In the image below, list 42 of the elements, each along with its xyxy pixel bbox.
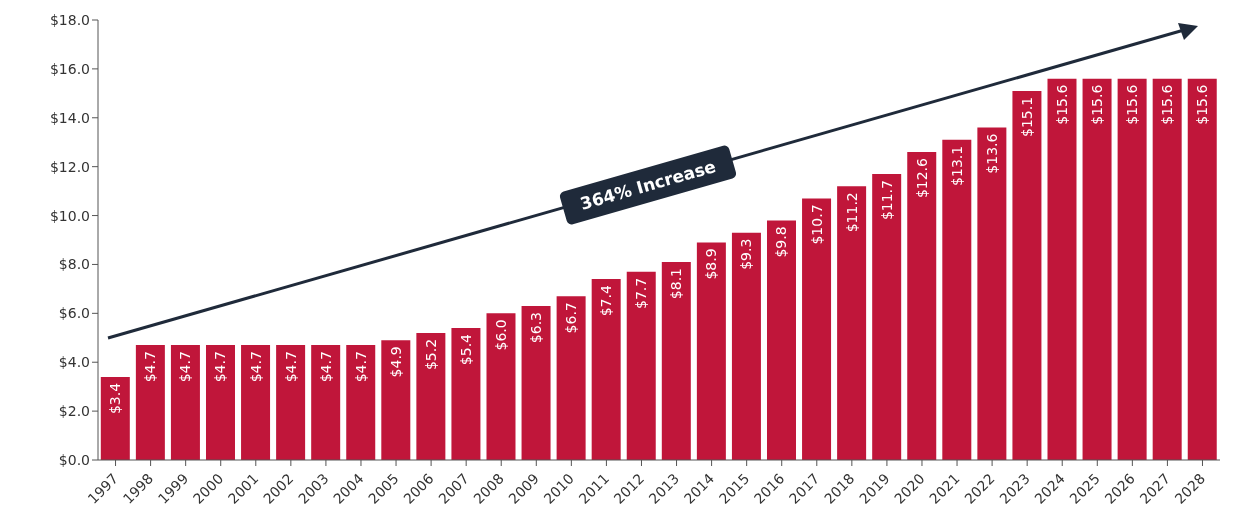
data-label: $4.7 <box>142 351 159 383</box>
y-tick-label: $4.0 <box>58 354 90 371</box>
y-tick-label: $8.0 <box>58 256 90 273</box>
data-label: $10.7 <box>808 204 825 245</box>
data-label: $13.1 <box>948 145 965 186</box>
y-tick-label: $16.0 <box>49 60 90 77</box>
data-label: $7.4 <box>598 285 615 317</box>
data-label: $3.4 <box>107 382 124 415</box>
data-label: $12.6 <box>913 157 930 199</box>
data-label: $4.7 <box>282 351 299 383</box>
y-tick-label: $10.0 <box>49 207 90 224</box>
data-label: $11.7 <box>878 180 895 221</box>
data-label: $15.6 <box>1089 84 1106 125</box>
data-label: $8.1 <box>668 268 685 300</box>
data-label: $5.4 <box>457 333 474 366</box>
y-tick-label: $14.0 <box>49 109 90 126</box>
data-label: $15.6 <box>1194 84 1211 125</box>
data-label: $15.1 <box>1018 96 1035 137</box>
data-label: $15.6 <box>1159 84 1176 125</box>
data-label: $6.7 <box>563 302 580 334</box>
data-label: $9.3 <box>738 238 755 270</box>
data-label: $9.8 <box>773 226 790 258</box>
data-label: $8.9 <box>703 248 720 280</box>
data-label: $4.7 <box>177 351 194 383</box>
data-label: $15.6 <box>1053 84 1070 125</box>
data-label: $15.6 <box>1124 84 1141 125</box>
data-label: $11.2 <box>843 192 860 233</box>
y-tick-label: $18.0 <box>49 11 90 28</box>
y-tick-label: $6.0 <box>58 305 90 322</box>
y-tick-label: $12.0 <box>49 158 90 175</box>
data-label: $7.7 <box>633 277 650 309</box>
data-label: $4.7 <box>317 351 334 383</box>
data-label: $5.2 <box>422 338 439 371</box>
data-label: $4.7 <box>247 351 264 383</box>
data-label: $4.7 <box>352 351 369 383</box>
data-label: $6.3 <box>528 312 545 344</box>
data-label: $4.7 <box>212 351 229 383</box>
data-label: $4.9 <box>387 346 404 378</box>
data-label: $13.6 <box>983 133 1000 174</box>
data-label: $6.0 <box>492 319 509 351</box>
y-tick-label: $2.0 <box>58 403 90 420</box>
y-tick-label: $0.0 <box>58 451 90 468</box>
